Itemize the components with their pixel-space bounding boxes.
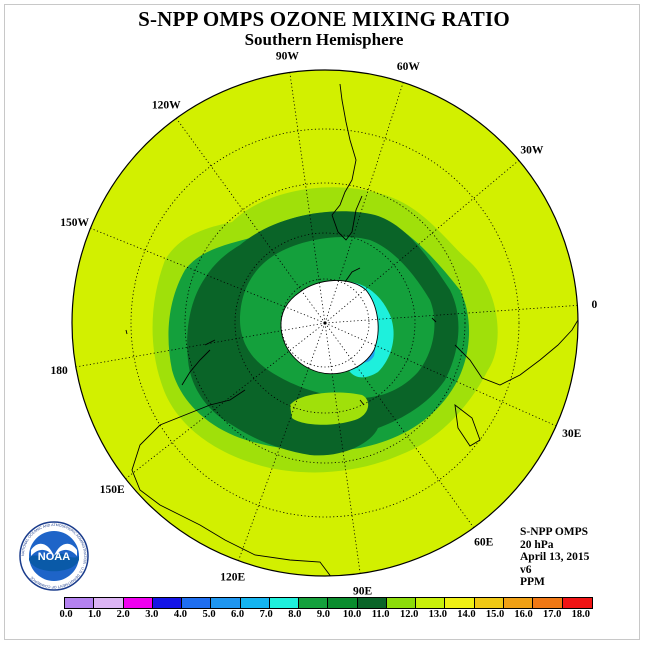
version-label: v6 [520, 563, 532, 576]
colorbar-tick: 8.0 [288, 609, 302, 620]
polar-night-no-data-region [280, 280, 379, 374]
colorbar-segment [65, 598, 95, 608]
meridian-line [324, 322, 557, 427]
map-boundary [71, 69, 579, 577]
colorbar-tick: 0.0 [59, 609, 73, 620]
colorbar-tick: 7.0 [259, 609, 273, 620]
longitude-label: 30W [520, 144, 544, 156]
australia-coastline [131, 389, 333, 576]
colorbar-segment [386, 598, 417, 608]
colorbar-segment [123, 598, 153, 608]
data-info-block: S-NPP OMPS 20 hPa April 13, 2015 v6 PPM [520, 526, 589, 589]
colorbar-segment [503, 598, 534, 608]
colorbar-segment [152, 598, 183, 608]
noaa-logo: NOAA NATIONAL OCEANIC AND ATMOSPHERIC AD… [19, 521, 89, 591]
meridian-line [175, 118, 326, 324]
longitude-label: 150W [60, 217, 89, 229]
colorbar-tick: 16.0 [514, 609, 533, 620]
meridian-line [289, 72, 326, 324]
meridian-line [238, 322, 326, 561]
longitude-labels: 0 30E 60E 90E 120E 150E 180 150W 120W 90W 60W 30W [50, 51, 597, 598]
south-pole-marker [323, 321, 327, 325]
graticule [130, 128, 520, 518]
africa-coastline [454, 319, 578, 386]
colorbar-tick: 15.0 [485, 609, 505, 620]
colorbar-tick-labels: 0.0 1.0 2.0 3.0 4.0 5.0 6.0 7.0 8.0 9.0 10.0 11.0 12… [59, 609, 590, 623]
longitude-label: 180 [50, 365, 68, 377]
longitude-label: 60E [474, 536, 494, 548]
meridian-line [324, 82, 404, 324]
colorbar-segment [299, 598, 329, 608]
instrument-label: S-NPP OMPS [520, 526, 589, 538]
noaa-logo-text: NOAA [38, 551, 70, 563]
meridian-lines [75, 72, 578, 574]
new-zealand-coastline [181, 339, 216, 386]
meridian-line [324, 322, 475, 528]
longitude-label: 30E [562, 428, 582, 440]
madagascar-coastline [454, 403, 481, 447]
colorbar-segment [357, 598, 387, 608]
unit-label: PPM [520, 576, 545, 588]
colorbar-tick: 11.0 [371, 609, 390, 620]
colorbar-tick: 3.0 [145, 609, 159, 620]
map-title: S-NPP OMPS OZONE MIXING RATIO [138, 7, 510, 31]
ozone-level-11-patch [290, 392, 369, 425]
colorbar-segment [474, 598, 504, 608]
antarctic-peninsula-coastline [344, 267, 361, 283]
map-subtitle: Southern Hemisphere [244, 30, 404, 49]
coastlines [125, 83, 578, 576]
meridian-line [324, 322, 361, 574]
meridian-line [90, 227, 326, 324]
image-frame [4, 4, 640, 640]
longitude-label: 120E [220, 572, 245, 584]
colorbar-tick: 17.0 [543, 609, 562, 620]
colorbar [64, 597, 593, 609]
meridian-line [324, 160, 520, 324]
longitude-label: 60W [397, 61, 421, 73]
south-america-coastline [331, 83, 363, 241]
colorbar-tick: 5.0 [202, 609, 216, 620]
colorbar-segment [94, 598, 124, 608]
colorbar-segment [240, 598, 270, 608]
longitude-label: 90E [353, 585, 373, 597]
colorbar-tick: 14.0 [457, 609, 476, 620]
colorbar-tick: 1.0 [88, 609, 102, 620]
colorbar-tick: 13.0 [428, 609, 447, 620]
colorbar-tick: 12.0 [400, 609, 419, 620]
colorbar-tick: 2.0 [116, 609, 130, 620]
colorbar-tick: 10.0 [342, 609, 362, 620]
meridian-line [75, 322, 326, 368]
colorbar-segment [182, 598, 212, 608]
colorbar-segment [211, 598, 241, 608]
meridian-line [324, 304, 578, 324]
colorbar-tick: 4.0 [173, 609, 187, 620]
longitude-label: 150E [100, 484, 125, 496]
colorbar-segment [416, 598, 446, 608]
meridian-line [125, 322, 326, 480]
colorbar-tick: 18.0 [571, 609, 590, 620]
colorbar-tick: 6.0 [231, 609, 245, 620]
colorbar-segment [269, 598, 300, 608]
longitude-label: 90W [276, 51, 300, 63]
longitude-label: 120W [152, 100, 181, 112]
colorbar-segment [533, 598, 563, 608]
colorbar-segment [445, 598, 475, 608]
colorbar-segment [562, 598, 592, 608]
colorbar-segment [328, 598, 358, 608]
colorbar-tick: 9.0 [316, 609, 330, 620]
longitude-label: 0 [591, 299, 597, 311]
antarctica-coastline [280, 280, 379, 375]
pressure-level-label: 20 hPa [520, 538, 554, 551]
date-label: April 13, 2015 [520, 551, 590, 563]
